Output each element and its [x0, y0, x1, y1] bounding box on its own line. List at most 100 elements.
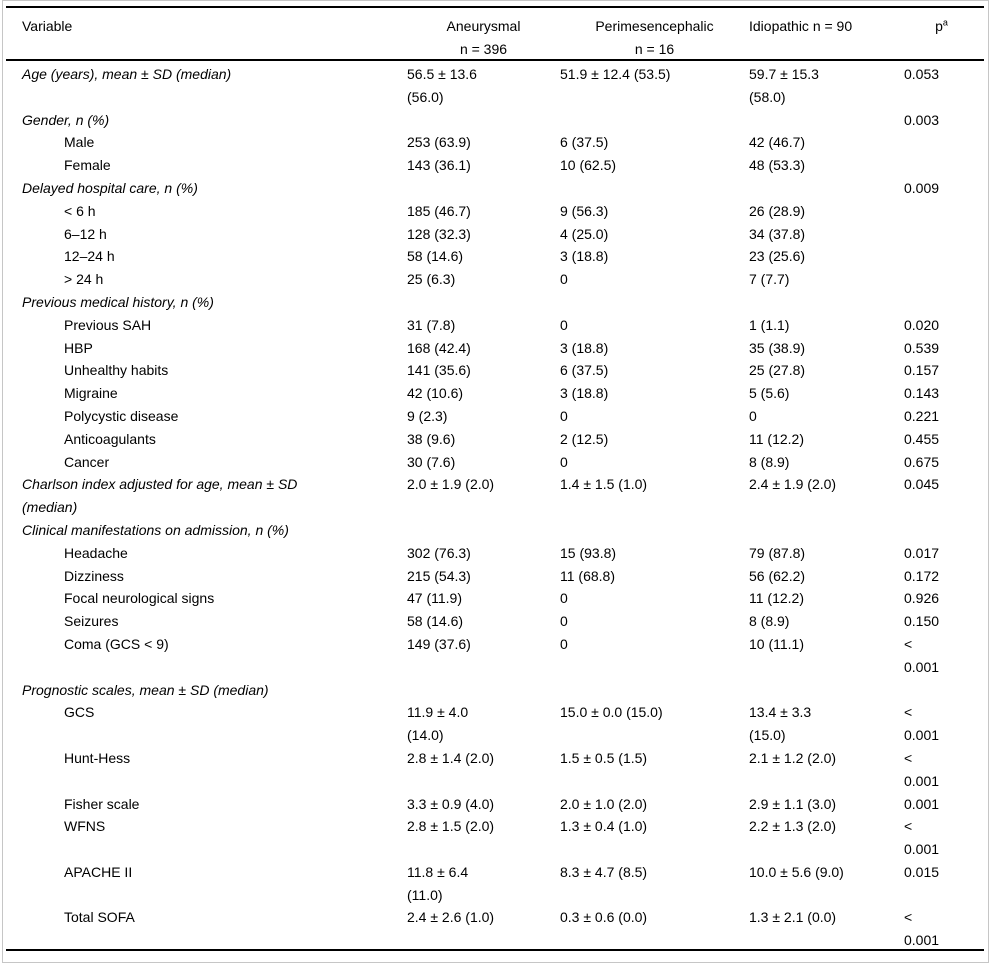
cell-value-line: 6 (37.5) — [560, 134, 609, 151]
column-header-aneurysmal: Aneurysmal n = 396 — [407, 15, 560, 61]
cell-perimesencephalic: 0 — [560, 587, 749, 610]
cell-value-line: 11 (12.2) — [749, 590, 804, 607]
row-label-line: Previous SAH — [64, 316, 152, 333]
cell-value-line: < — [904, 635, 913, 652]
cell-idiopathic: 8 (8.9) — [749, 610, 904, 633]
cell-value-line: 0.172 — [904, 567, 940, 584]
row-label-category: Age (years), mean ± SD (median) — [22, 63, 407, 86]
table-row: Cancer 30 (7.6) 0 8 (8.9) 0.675 — [22, 451, 979, 474]
cell-p-value: 0.017 — [904, 542, 979, 565]
cell-idiopathic: 26 (28.9) — [749, 200, 904, 223]
cell-aneurysmal: 42 (10.6) — [407, 382, 560, 405]
row-label-line: GCS — [64, 704, 95, 721]
cell-idiopathic: 11 (12.2) — [749, 428, 904, 451]
cell-value-line: 1.4 ± 1.5 (1.0) — [560, 476, 648, 493]
cell-value-line: 0.001 — [904, 727, 940, 744]
cell-aneurysmal: 3.3 ± 0.9 (4.0) — [407, 793, 560, 816]
table-row: Hunt-Hess 2.8 ± 1.4 (2.0) 1.5 ± 0.5 (1.5) 2… — [22, 747, 979, 793]
table-row: Unhealthy habits 141 (35.6) 6 (37.5) 25 (27… — [22, 359, 979, 382]
cell-aneurysmal: 168 (42.4) — [407, 337, 560, 360]
cell-value-line: 11 (12.2) — [749, 430, 804, 447]
cell-perimesencephalic: 2 (12.5) — [560, 428, 749, 451]
cell-value-line: 2.8 ± 1.4 (2.0) — [407, 749, 495, 766]
cell-value-line: 42 (46.7) — [749, 134, 806, 151]
cell-p-value: <0.001 — [904, 701, 979, 747]
row-label-item: Total SOFA — [22, 906, 407, 929]
cell-perimesencephalic: 1.4 ± 1.5 (1.0) — [560, 473, 749, 496]
column-header-label: Variable — [22, 18, 73, 34]
cell-perimesencephalic: 51.9 ± 12.4 (53.5) — [560, 63, 749, 86]
cell-idiopathic: 10.0 ± 5.6 (9.0) — [749, 861, 904, 884]
cell-value-line: 3 (18.8) — [560, 339, 609, 356]
cell-value-line: 13.4 ± 3.3 — [749, 704, 812, 721]
row-label-line: Unhealthy habits — [64, 362, 169, 379]
cell-value-line: 0 — [560, 271, 568, 288]
row-label-item: HBP — [22, 337, 407, 360]
cell-value-line: 141 (35.6) — [407, 362, 471, 379]
cell-idiopathic: 35 (38.9) — [749, 337, 904, 360]
cell-idiopathic: 2.1 ± 1.2 (2.0) — [749, 747, 904, 770]
cell-value-line: 1.5 ± 0.5 (1.5) — [560, 749, 648, 766]
table-top-rule — [6, 6, 984, 8]
row-label-line: Polycystic disease — [64, 407, 179, 424]
table-row: Male 253 (63.9) 6 (37.5) 42 (46.7) — [22, 131, 979, 154]
cell-aneurysmal: 11.8 ± 6.4 (11.0) — [407, 861, 560, 907]
cell-value-line: 128 (32.3) — [407, 225, 471, 242]
row-label-item: WFNS — [22, 815, 407, 838]
table-row: < 6 h 185 (46.7) 9 (56.3) 26 (28.9) — [22, 200, 979, 223]
cell-value-line: 0.015 — [904, 863, 940, 880]
row-label-item: GCS — [22, 701, 407, 724]
row-label-line: Fisher scale — [64, 795, 140, 812]
cell-value-line: 185 (46.7) — [407, 202, 471, 219]
row-label-line: Total SOFA — [64, 909, 135, 926]
row-label-item: Male — [22, 131, 407, 154]
row-label-category: Previous medical history, n (%) — [22, 291, 407, 314]
cell-value-line: 0.455 — [904, 430, 940, 447]
row-label-line: WFNS — [64, 818, 106, 835]
table-row: Delayed hospital care, n (%) 0.009 — [22, 177, 979, 200]
table-row: Female 143 (36.1) 10 (62.5) 48 (53.3) — [22, 154, 979, 177]
cell-value-line: 0 — [560, 453, 568, 470]
row-label-line: 6–12 h — [64, 225, 107, 242]
table-row: GCS 11.9 ± 4.0 (14.0) 15.0 ± 0.0 (15.0) 13.4… — [22, 701, 979, 747]
cell-value-line: 47 (11.9) — [407, 590, 462, 607]
cell-value-line: (11.0) — [407, 886, 443, 903]
table-row: Prognostic scales, mean ± SD (median) — [22, 679, 979, 702]
cell-perimesencephalic: 1.5 ± 0.5 (1.5) — [560, 747, 749, 770]
cell-aneurysmal: 141 (35.6) — [407, 359, 560, 382]
cell-value-line: 2.4 ± 2.6 (1.0) — [407, 909, 495, 926]
cell-aneurysmal: 143 (36.1) — [407, 154, 560, 177]
cell-perimesencephalic: 6 (37.5) — [560, 131, 749, 154]
table-row: Previous SAH 31 (7.8) 0 1 (1.1) 0.020 — [22, 314, 979, 337]
row-label-category: Charlson index adjusted for age, mean ± … — [22, 473, 407, 519]
row-label-category: Prognostic scales, mean ± SD (median) — [22, 679, 407, 702]
cell-value-line: 10 (62.5) — [560, 157, 617, 174]
table-row: APACHE II 11.8 ± 6.4 (11.0) 8.3 ± 4.7 (8.5)… — [22, 861, 979, 907]
cell-value-line: 1.3 ± 0.4 (1.0) — [560, 818, 648, 835]
cell-p-value: 0.003 — [904, 109, 979, 132]
cell-idiopathic: 23 (25.6) — [749, 245, 904, 268]
cell-aneurysmal: 128 (32.3) — [407, 223, 560, 246]
cell-idiopathic: 34 (37.8) — [749, 223, 904, 246]
row-label-line: 12–24 h — [64, 248, 115, 265]
cell-value-line: < — [904, 749, 913, 766]
cell-value-line: 0 — [749, 407, 757, 424]
cell-idiopathic: 13.4 ± 3.3 (15.0) — [749, 701, 904, 747]
cell-value-line: 25 (6.3) — [407, 271, 456, 288]
cell-idiopathic: 42 (46.7) — [749, 131, 904, 154]
cell-p-value: 0.455 — [904, 428, 979, 451]
table-header-rule — [6, 59, 984, 61]
row-label-category: Delayed hospital care, n (%) — [22, 177, 407, 200]
row-label-item: Dizziness — [22, 565, 407, 588]
cell-perimesencephalic: 2.0 ± 1.0 (2.0) — [560, 793, 749, 816]
cell-idiopathic: 2.2 ± 1.3 (2.0) — [749, 815, 904, 838]
cell-p-value: 0.157 — [904, 359, 979, 382]
table-row: Gender, n (%) 0.003 — [22, 109, 979, 132]
cell-value-line: 2.4 ± 1.9 (2.0) — [749, 476, 837, 493]
table-row: 6–12 h 128 (32.3) 4 (25.0) 34 (37.8) — [22, 223, 979, 246]
row-label-item: Fisher scale — [22, 793, 407, 816]
cell-p-value: <0.001 — [904, 906, 979, 952]
cell-value-line: 25 (27.8) — [749, 362, 806, 379]
cell-value-line: 0.003 — [904, 111, 940, 128]
row-label-line: Seizures — [64, 613, 119, 630]
